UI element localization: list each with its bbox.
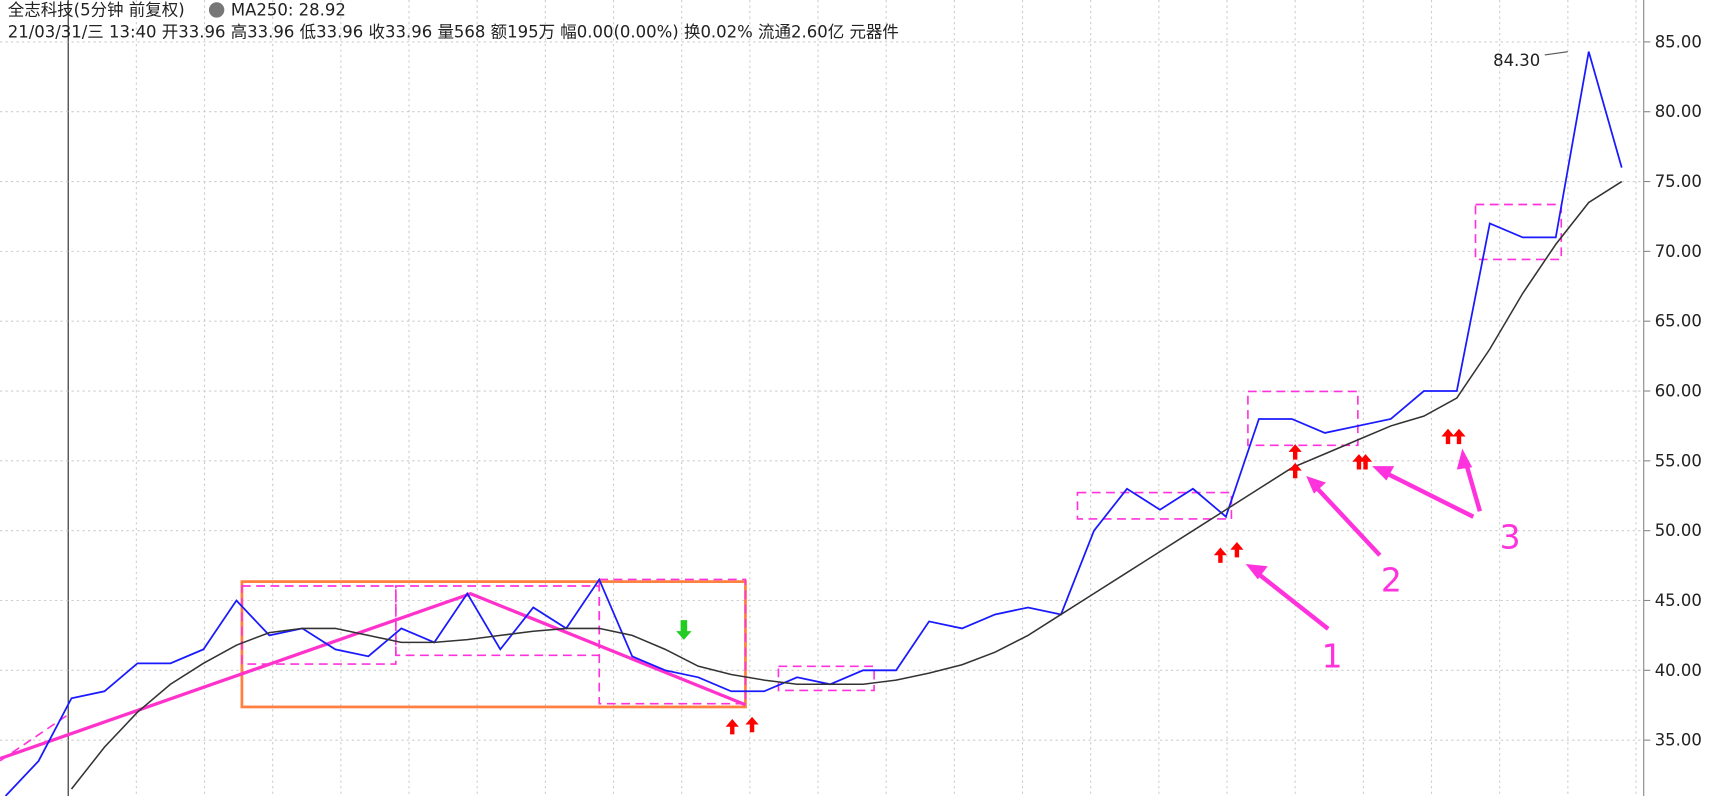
chart-title: 全志科技(5分钟 前复权) [8,0,185,19]
subtitle: 21/03/31/三 13:40 开33.96 高33.96 低33.96 收3… [8,22,899,41]
pointer-head [1245,564,1268,580]
y-tick-label: 65.00 [1655,312,1702,331]
pointer [1384,470,1475,519]
annotation: 3 [1500,518,1521,557]
y-tick-label: 45.00 [1655,591,1702,610]
pointers [1245,448,1483,631]
trend-line [0,591,747,761]
pointer [1254,569,1330,631]
pointer-head [1456,448,1473,470]
y-tick-label: 50.00 [1655,521,1702,540]
peak-leader [1544,51,1568,56]
annotation: 2 [1381,561,1402,600]
zone-box [598,578,747,705]
pointer [1313,484,1382,557]
peak-label: 84.30 [1493,51,1540,70]
y-tick-label: 80.00 [1655,102,1702,121]
pointer-head [1372,466,1395,481]
zone-box [1076,491,1233,520]
zone-box [1247,390,1359,447]
sell-arrow [676,620,692,640]
zone-box [777,665,875,692]
y-tick-label: 60.00 [1655,382,1702,401]
y-tick-label: 55.00 [1655,451,1702,470]
y-tick-label: 35.00 [1655,731,1702,750]
grid [0,0,1644,796]
zone-box [395,585,601,657]
ma-label: MA250: 28.92 [231,0,346,19]
pointer-head [1306,476,1326,494]
annotation: 1 [1322,636,1343,675]
series-line [4,51,1623,796]
curves [4,51,1623,796]
y-tick-label: 75.00 [1655,172,1702,191]
info-icon [208,2,225,18]
y-tick-label: 70.00 [1655,242,1702,261]
y-tick-label: 40.00 [1655,661,1702,680]
y-tick-label: 85.00 [1655,32,1702,51]
series-line [70,180,1623,790]
zone-box [1474,203,1563,261]
pointer [1463,461,1483,512]
